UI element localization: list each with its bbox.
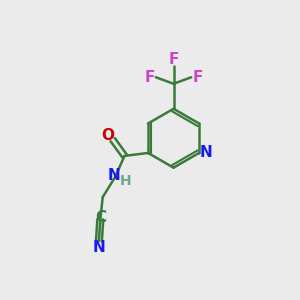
Text: N: N <box>92 240 105 255</box>
Text: N: N <box>108 168 121 183</box>
Text: F: F <box>144 70 154 85</box>
Text: H: H <box>120 174 131 188</box>
Text: O: O <box>101 128 114 143</box>
Text: C: C <box>95 210 106 225</box>
Text: N: N <box>199 146 212 160</box>
Text: F: F <box>193 70 203 85</box>
Text: F: F <box>168 52 179 67</box>
